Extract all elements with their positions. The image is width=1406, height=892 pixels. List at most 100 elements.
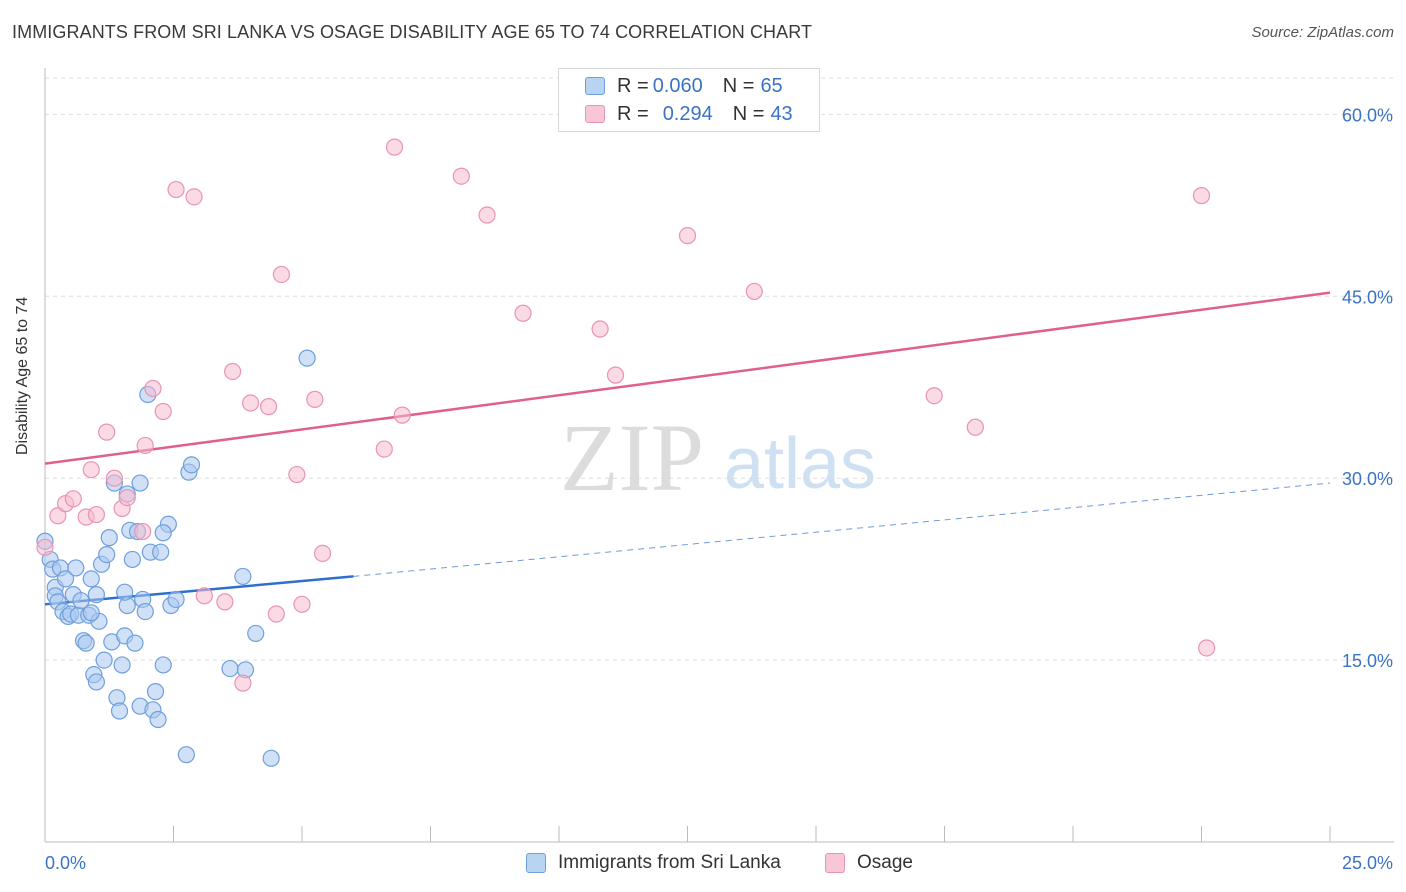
sri-lanka-point: [136, 602, 154, 621]
r-label: R =: [617, 102, 649, 125]
osage-point: [293, 595, 311, 613]
axes: [44, 68, 1394, 843]
sri-lanka-point: [298, 349, 316, 367]
sri-lanka-point: [72, 592, 90, 610]
n-value: 43: [770, 102, 793, 125]
osage-point: [385, 138, 404, 156]
legend-item-osage[interactable]: Osage: [825, 852, 913, 874]
osage-point: [216, 593, 234, 611]
sri-lanka-point: [95, 651, 113, 669]
sri-lanka-point: [67, 559, 85, 577]
osage-point: [105, 469, 123, 487]
osage-point: [259, 398, 278, 416]
sri-lanka-point: [154, 524, 172, 542]
x-tick-label: 0.0%: [45, 853, 86, 873]
stats-legend-row-osage: R = 0.294 N = 43: [585, 101, 793, 127]
sri-lanka-point: [87, 586, 106, 604]
n-label: N =: [732, 102, 765, 125]
osage-point: [64, 490, 82, 508]
osage-point: [745, 282, 763, 301]
watermark: ZIP atlas: [560, 404, 876, 511]
sri-lanka-point: [177, 746, 195, 764]
osage-point: [118, 488, 136, 507]
sri-lanka-point: [152, 543, 170, 561]
sri-lanka-point: [131, 474, 149, 492]
osage-point: [134, 522, 152, 541]
sri-lanka-point: [87, 673, 106, 691]
scatter-points: [36, 138, 1216, 767]
sri-lanka-point: [221, 659, 239, 678]
r-value: 0.294: [662, 102, 713, 125]
osage-swatch: [585, 105, 605, 123]
osage-point: [313, 544, 332, 562]
osage-point: [195, 587, 213, 605]
osage-point: [375, 440, 393, 458]
stats-legend-row-sri-lanka: R = 0.060 N = 65: [585, 73, 783, 99]
sri-lanka-point: [100, 529, 118, 547]
osage-point: [154, 402, 172, 421]
osage-point: [224, 362, 242, 381]
osage-point: [87, 505, 106, 524]
sri-lanka-point: [146, 683, 165, 701]
y-tick-labels: 15.0% 30.0% 45.0% 60.0%: [1342, 105, 1393, 671]
y-tick-label: 30.0%: [1342, 469, 1393, 489]
osage-point: [267, 605, 285, 623]
sri-lanka-point: [234, 567, 252, 586]
osage-point: [167, 180, 185, 199]
osage-legend-swatch: [825, 853, 845, 873]
osage-point: [234, 674, 252, 692]
sri-lanka-point: [123, 550, 141, 569]
osage-point: [306, 390, 324, 408]
y-tick-label: 45.0%: [1342, 287, 1393, 307]
osage-point: [478, 206, 496, 224]
sri-lanka-point: [182, 456, 201, 474]
series-legend: Immigrants from Sri Lanka Osage: [0, 852, 1406, 878]
watermark-atlas: atlas: [724, 424, 876, 504]
osage-trend-line: [44, 291, 1331, 465]
osage-point: [49, 507, 67, 525]
sri-lanka-point: [154, 656, 172, 674]
sri-lanka-point: [113, 656, 131, 674]
r-label: R =: [617, 74, 649, 97]
sri-lanka-point: [149, 710, 167, 729]
sri-lanka-point: [167, 590, 185, 609]
osage-point: [1192, 187, 1211, 205]
stats-legend: R = 0.060 N = 65 R = 0.294 N = 43: [558, 68, 820, 132]
n-value: 65: [760, 74, 783, 97]
osage-point: [1198, 639, 1216, 657]
sri-lanka-swatch: [585, 77, 605, 95]
r-value: 0.060: [652, 74, 703, 97]
sri-lanka-point: [110, 702, 129, 720]
osage-point: [678, 227, 697, 245]
osage-point: [36, 538, 54, 556]
osage-point: [185, 188, 203, 206]
osage-point: [82, 461, 100, 479]
sri-lanka-legend-swatch: [526, 853, 546, 873]
sri-lanka-point: [116, 583, 134, 601]
osage-point: [606, 366, 625, 384]
legend-label: Immigrants from Sri Lanka: [558, 852, 781, 873]
sri-lanka-point: [82, 570, 100, 588]
x-tick-labels: 0.0% 25.0%: [45, 853, 1393, 873]
x-tick-label: 25.0%: [1342, 853, 1393, 873]
osage-point: [591, 320, 609, 338]
osage-point: [452, 167, 470, 185]
n-label: N =: [722, 74, 755, 97]
source-label: Source: ZipAtlas.com: [1251, 24, 1394, 41]
osage-point: [393, 406, 411, 424]
sri-lanka-trend-extension: [353, 482, 1331, 577]
osage-point: [242, 394, 260, 412]
osage-point: [966, 418, 984, 436]
y-tick-label: 60.0%: [1342, 105, 1393, 125]
legend-item-sri-lanka[interactable]: Immigrants from Sri Lanka: [526, 852, 781, 874]
osage-point: [98, 423, 116, 441]
sri-lanka-point: [126, 634, 144, 652]
watermark-zip: ZIP: [560, 404, 704, 511]
osage-point: [288, 465, 306, 484]
osage-point: [136, 436, 154, 455]
sri-lanka-point: [77, 634, 95, 652]
sri-lanka-point: [82, 604, 100, 622]
osage-point: [272, 265, 291, 284]
y-tick-label: 15.0%: [1342, 651, 1393, 671]
